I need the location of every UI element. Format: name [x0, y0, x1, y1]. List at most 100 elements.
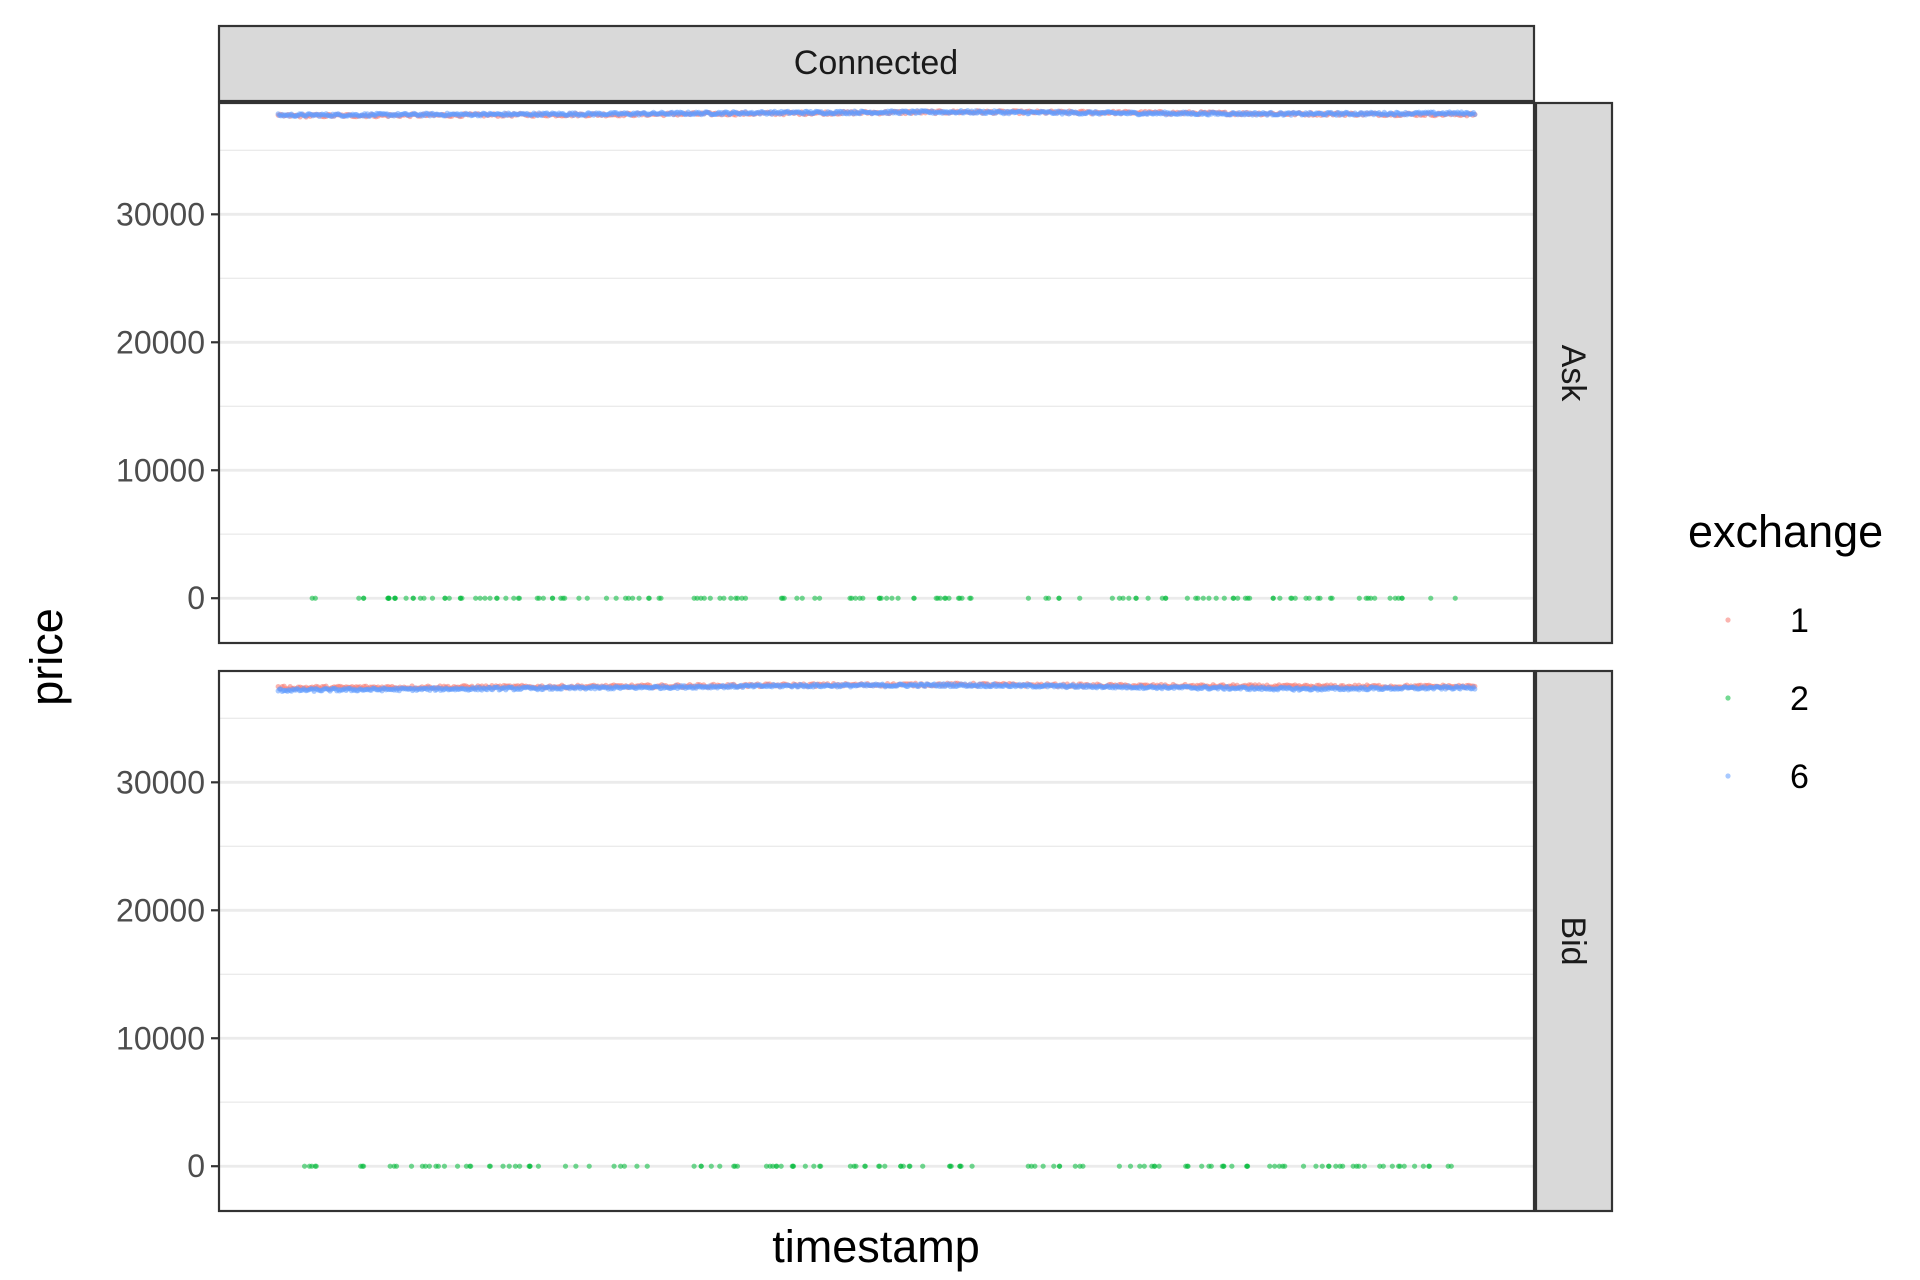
point-exchange-2 — [889, 595, 895, 601]
point-exchange-2 — [658, 595, 664, 601]
point-exchange-2 — [387, 1163, 393, 1169]
point-exchange-2 — [920, 1163, 926, 1169]
point-exchange-2 — [948, 1163, 954, 1169]
point-exchange-2 — [1206, 595, 1212, 601]
point-exchange-2 — [849, 595, 855, 601]
point-exchange-2 — [1329, 595, 1335, 601]
point-exchange-2 — [853, 1163, 859, 1169]
point-exchange-2 — [1231, 595, 1237, 601]
point-exchange-2 — [500, 1163, 506, 1169]
point-exchange-2 — [611, 1163, 617, 1169]
point-exchange-6 — [1472, 686, 1478, 692]
legend-title: exchange — [1688, 506, 1883, 557]
y-tick-label: 10000 — [116, 1020, 205, 1056]
point-exchange-2 — [506, 1163, 512, 1169]
point-exchange-2 — [937, 595, 943, 601]
point-exchange-2 — [969, 1163, 975, 1169]
point-exchange-2 — [511, 595, 517, 601]
point-exchange-2 — [816, 595, 823, 601]
panels: 0 10000 20000 30000 Ask 0 10000 20000 30000 Bid — [116, 101, 1614, 1213]
point-exchange-2 — [358, 1163, 364, 1169]
point-exchange-2 — [408, 1163, 415, 1169]
y-axis-title: price — [21, 608, 72, 706]
point-exchange-2 — [576, 595, 582, 601]
legend-key — [1725, 773, 1731, 779]
x-axis-title: timestamp — [772, 1221, 980, 1272]
point-exchange-2 — [1116, 1163, 1122, 1169]
point-exchange-2 — [898, 1163, 904, 1169]
series-6-points — [275, 681, 1478, 694]
point-exchange-2 — [306, 1163, 313, 1169]
point-exchange-2 — [1221, 595, 1227, 601]
point-exchange-2 — [535, 1163, 542, 1169]
legend-label: 2 — [1790, 680, 1809, 718]
point-exchange-2 — [634, 1163, 640, 1169]
point-exchange-2 — [717, 595, 723, 601]
point-exchange-2 — [1145, 595, 1151, 601]
point-exchange-2 — [625, 595, 632, 601]
series-2-points — [301, 1163, 1454, 1169]
point-exchange-2 — [1426, 1163, 1433, 1169]
panel-border — [217, 669, 1536, 1213]
point-exchange-2 — [1411, 1163, 1418, 1169]
point-exchange-2 — [646, 595, 652, 601]
point-exchange-2 — [613, 595, 619, 601]
point-exchange-2 — [540, 595, 546, 601]
point-exchange-2 — [802, 1163, 808, 1169]
point-exchange-2 — [967, 595, 973, 601]
legend-key — [1725, 617, 1731, 623]
point-exchange-2 — [1127, 1163, 1134, 1169]
point-exchange-2 — [959, 595, 965, 601]
point-exchange-2 — [1244, 1163, 1250, 1169]
point-exchange-2 — [1229, 1163, 1235, 1169]
point-exchange-2 — [1356, 595, 1362, 601]
y-tick-label: 0 — [187, 1148, 205, 1184]
point-exchange-2 — [1056, 595, 1062, 601]
point-exchange-2 — [1235, 595, 1241, 601]
row-strip-label: Bid — [1554, 916, 1592, 965]
point-exchange-2 — [1220, 1163, 1227, 1169]
panel-ask: 0 10000 20000 30000 Ask — [116, 101, 1614, 645]
point-exchange-2 — [618, 1163, 624, 1169]
point-exchange-2 — [958, 1163, 964, 1169]
point-exchange-2 — [1401, 1163, 1407, 1169]
point-exchange-2 — [1325, 1163, 1332, 1169]
point-exchange-2 — [1267, 1163, 1273, 1169]
point-exchange-2 — [739, 595, 745, 601]
legend-key — [1725, 695, 1731, 701]
point-exchange-2 — [708, 1163, 714, 1169]
point-exchange-2 — [1126, 595, 1132, 601]
point-exchange-2 — [862, 1163, 868, 1169]
point-exchange-2 — [942, 595, 949, 601]
point-exchange-2 — [1350, 1163, 1356, 1169]
point-exchange-2 — [877, 1163, 883, 1169]
point-exchange-2 — [1452, 595, 1458, 601]
y-tick-label: 0 — [187, 580, 205, 616]
point-exchange-2 — [1206, 1163, 1212, 1169]
point-exchange-2 — [1247, 595, 1253, 601]
point-exchange-2 — [812, 595, 818, 601]
point-exchange-2 — [422, 1163, 429, 1169]
point-exchange-2 — [1272, 1163, 1278, 1169]
point-exchange-2 — [878, 595, 884, 601]
series-2-points — [309, 595, 1458, 601]
point-exchange-2 — [356, 595, 362, 601]
point-exchange-2 — [629, 595, 636, 601]
row-strip-label: Ask — [1554, 345, 1592, 403]
point-exchange-2 — [817, 1163, 823, 1169]
y-tick-label: 20000 — [116, 892, 205, 928]
point-exchange-2 — [603, 595, 610, 601]
point-exchange-2 — [467, 1163, 473, 1169]
point-exchange-2 — [717, 1163, 723, 1169]
point-exchange-2 — [410, 595, 416, 601]
point-exchange-2 — [536, 595, 542, 601]
legend-item-2: 2 — [1725, 680, 1809, 718]
point-exchange-2 — [763, 1163, 770, 1169]
column-strip-label: Connected — [794, 44, 958, 82]
point-exchange-2 — [847, 1163, 853, 1169]
point-exchange-2 — [503, 595, 509, 601]
point-exchange-2 — [701, 595, 707, 601]
point-exchange-2 — [1363, 595, 1369, 601]
point-exchange-2 — [860, 595, 866, 601]
